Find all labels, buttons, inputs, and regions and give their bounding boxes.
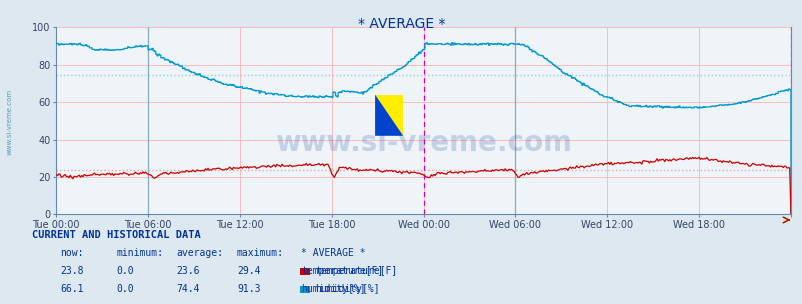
Text: now:: now: — [60, 248, 83, 258]
Text: CURRENT AND HISTORICAL DATA: CURRENT AND HISTORICAL DATA — [32, 230, 200, 240]
Text: * AVERAGE *: * AVERAGE * — [301, 248, 365, 258]
Text: 74.4: 74.4 — [176, 284, 200, 294]
Polygon shape — [375, 95, 403, 136]
Text: * AVERAGE *: * AVERAGE * — [358, 17, 444, 31]
Text: www.si-vreme.com: www.si-vreme.com — [6, 88, 13, 155]
Text: temperature[F]: temperature[F] — [301, 266, 383, 276]
Text: 29.4: 29.4 — [237, 266, 260, 276]
Text: maximum:: maximum: — [237, 248, 284, 258]
Polygon shape — [375, 95, 403, 136]
Text: 66.1: 66.1 — [60, 284, 83, 294]
Text: temperature[F]: temperature[F] — [315, 266, 397, 276]
Text: 23.8: 23.8 — [60, 266, 83, 276]
Text: humidity[%]: humidity[%] — [315, 284, 379, 294]
Text: 0.0: 0.0 — [116, 266, 134, 276]
Text: 0.0: 0.0 — [116, 284, 134, 294]
Text: average:: average: — [176, 248, 224, 258]
Text: 91.3: 91.3 — [237, 284, 260, 294]
Text: humidity[%]: humidity[%] — [301, 284, 365, 294]
Text: minimum:: minimum: — [116, 248, 164, 258]
Text: www.si-vreme.com: www.si-vreme.com — [275, 129, 571, 157]
Text: 23.6: 23.6 — [176, 266, 200, 276]
